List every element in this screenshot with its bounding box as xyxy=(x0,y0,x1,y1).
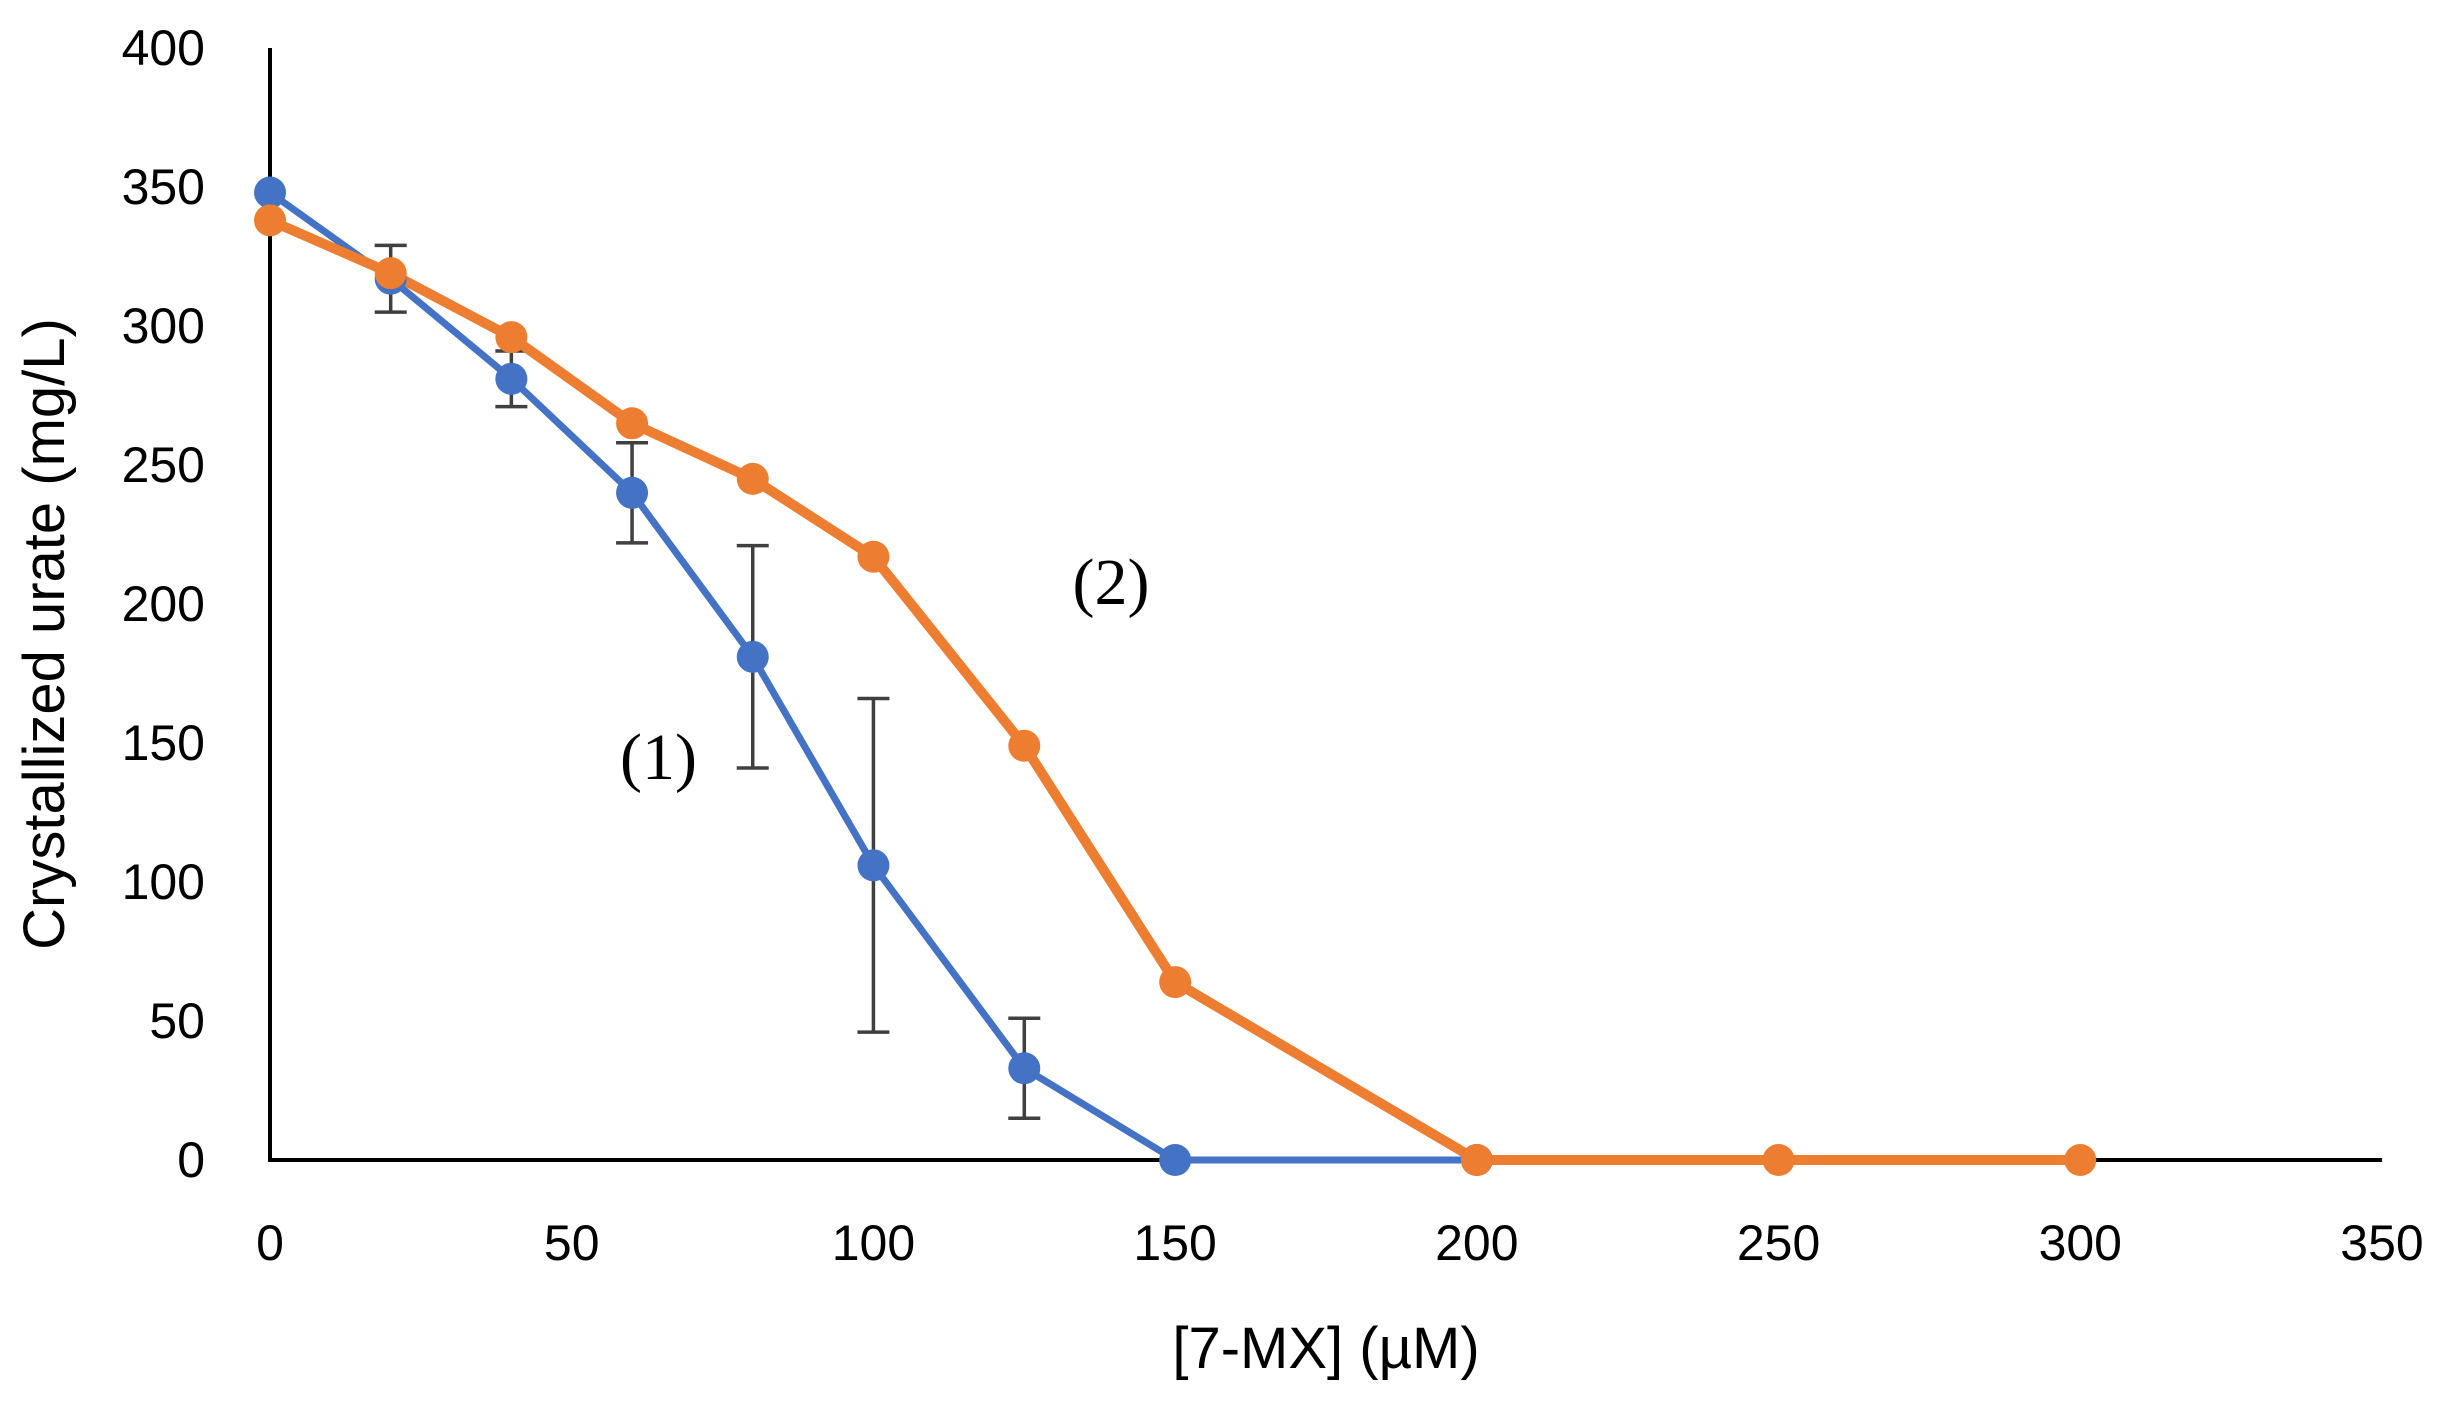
series-1-point xyxy=(736,640,769,673)
y-tick-label: 400 xyxy=(122,20,205,76)
series-2-point xyxy=(2064,1144,2097,1176)
error-bars xyxy=(374,243,1041,1121)
x-tick-label: 300 xyxy=(2039,1215,2122,1271)
annotation-label: (2) xyxy=(1073,546,1150,619)
y-tick-label: 300 xyxy=(122,298,205,354)
series-2-point xyxy=(1159,966,1192,999)
series-1-point xyxy=(616,476,649,509)
series-2-point xyxy=(1460,1144,1493,1176)
x-tick-label: 100 xyxy=(832,1215,915,1271)
x-tick-label: 250 xyxy=(1737,1215,1820,1271)
series-lines xyxy=(265,189,2086,1165)
y-tick-label: 150 xyxy=(122,715,205,771)
y-tick-label: 250 xyxy=(122,437,205,493)
series-2-point xyxy=(857,540,890,573)
x-tick-label: 150 xyxy=(1133,1215,1216,1271)
tick-labels: 0 50 100 150 200 250 300 350 400 0 50 100 150 200 250 3… xyxy=(122,20,2424,1271)
y-tick-label: 200 xyxy=(122,576,205,632)
series-1-point xyxy=(495,362,528,395)
series-2-point xyxy=(374,257,407,290)
series-2-point xyxy=(1008,729,1041,762)
series-points xyxy=(254,176,2097,1176)
series-2-point xyxy=(616,407,649,440)
series-2-point xyxy=(254,204,286,237)
annotations: (1) (2) xyxy=(620,546,1150,794)
x-tick-label: 0 xyxy=(256,1215,284,1271)
x-tick-label: 350 xyxy=(2340,1215,2423,1271)
x-axis-title: [7-MX] (µM) xyxy=(1172,1316,1479,1381)
series-2-point xyxy=(736,462,769,495)
y-tick-label: 0 xyxy=(177,1132,205,1188)
axes xyxy=(268,48,2382,1162)
annotation-label: (1) xyxy=(620,721,697,794)
y-tick-label: 100 xyxy=(122,854,205,910)
y-tick-label: 50 xyxy=(149,993,205,1049)
x-tick-label: 200 xyxy=(1435,1215,1518,1271)
y-tick-label: 350 xyxy=(122,159,205,215)
series-2-point xyxy=(495,321,528,354)
series-line-2 xyxy=(265,215,2086,1165)
series-1-point xyxy=(254,176,286,209)
series-1-point xyxy=(1008,1052,1041,1085)
series-1-point xyxy=(1159,1144,1192,1176)
y-axis-title: Crystallized urate (mg/L) xyxy=(12,318,77,950)
series-1-point xyxy=(857,849,890,882)
series-2-point xyxy=(1762,1144,1795,1176)
x-tick-label: 50 xyxy=(544,1215,600,1271)
